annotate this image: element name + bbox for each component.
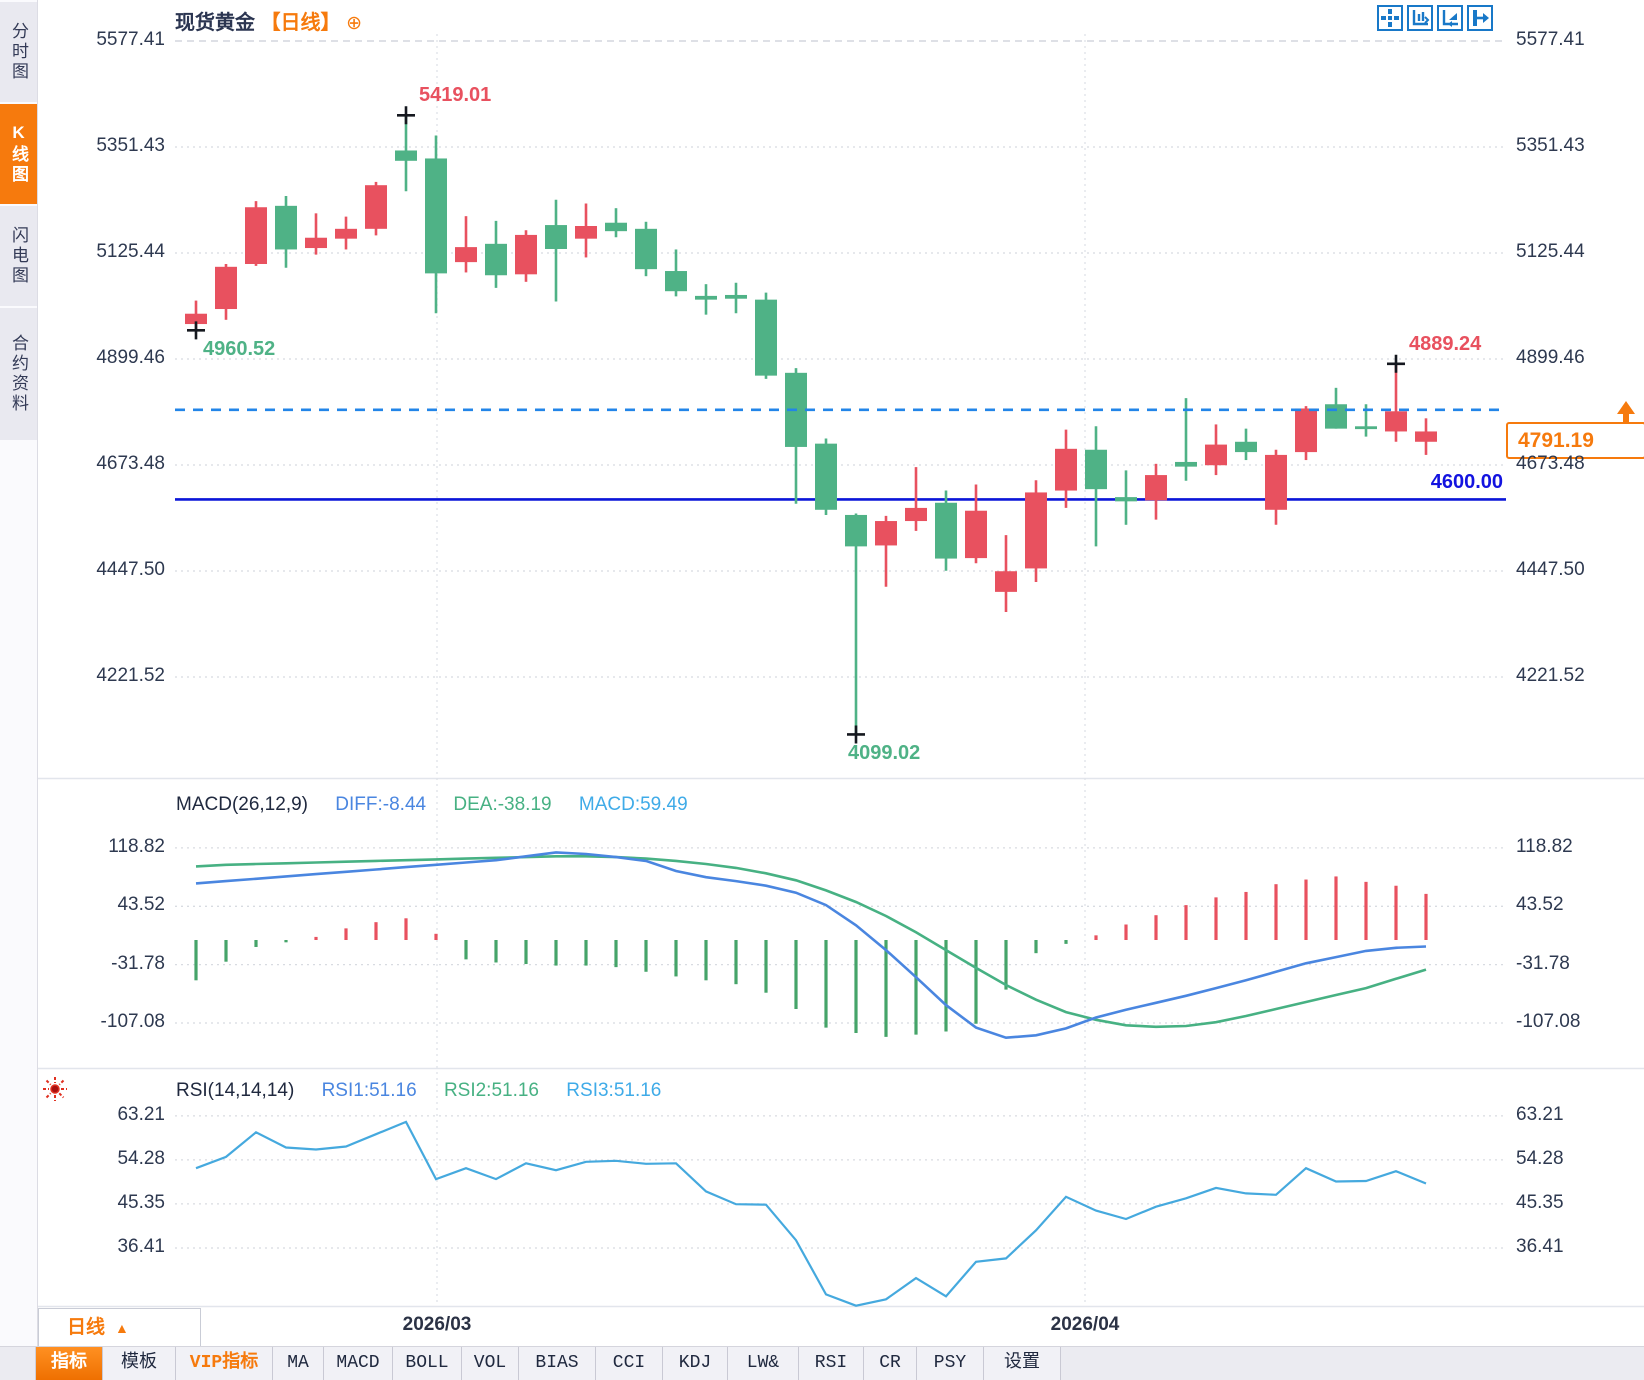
tab-CCI[interactable]: CCI	[596, 1347, 663, 1380]
rsi-axis-label-right: 54.28	[1516, 1147, 1564, 1169]
price-axis-label-left: 5125.44	[96, 241, 165, 262]
add-compare-icon[interactable]: ⊕	[346, 13, 363, 34]
tabbar-spacer	[0, 1347, 36, 1380]
price-axis-label-left: 4447.50	[96, 559, 165, 580]
macd-axis-label-right: -107.08	[1516, 1011, 1581, 1032]
goto-latest-icon[interactable]	[1467, 5, 1493, 31]
tab-VIP指标[interactable]: VIP指标	[176, 1347, 273, 1380]
macd-axis-label-right: -31.78	[1516, 952, 1570, 974]
macd-axis-label-right: 43.52	[1516, 894, 1564, 916]
tab-BIAS[interactable]: BIAS	[519, 1347, 596, 1380]
tab-MACD[interactable]: MACD	[324, 1347, 393, 1380]
tab-MA[interactable]: MA	[273, 1347, 324, 1380]
rsi2-value: RSI2:51.16	[443, 1080, 540, 1101]
macd-axis-label-left: 43.52	[117, 894, 165, 916]
macd-axis-label-right: 118.82	[1516, 835, 1573, 857]
macd-macd-value: MACD:59.49	[578, 794, 688, 815]
period-selector[interactable]: 日线 ▲	[38, 1308, 201, 1347]
sidebar-item-2[interactable]: K线图	[0, 104, 37, 204]
price-axis-label-right: 5577.41	[1516, 29, 1585, 50]
period-selector-arrow-icon: ▲	[115, 1320, 129, 1336]
rsi1-value: RSI1:51.16	[321, 1080, 417, 1101]
high-price-annotation: 4889.24	[1409, 332, 1482, 355]
tab-指标[interactable]: 指标	[36, 1347, 103, 1380]
x-axis-date-1: 2026/03	[402, 1314, 472, 1335]
rsi-axis-label-left: 36.41	[117, 1236, 165, 1257]
tab-VOL[interactable]: VOL	[462, 1347, 519, 1380]
price-axis-label-left: 4221.52	[96, 665, 165, 686]
chart-title: 现货黄金 【日线】 ⊕	[175, 6, 362, 35]
tab-模板[interactable]: 模板	[103, 1347, 176, 1380]
period-tag: 【日线】	[260, 12, 341, 34]
macd-axis-label-left: -31.78	[111, 952, 165, 974]
price-axis-label-left: 5577.41	[96, 29, 165, 50]
tab-LW&[interactable]: LW&	[728, 1347, 799, 1380]
period-selector-label: 日线	[67, 1317, 106, 1338]
current-price-tag: 4791.19	[1506, 422, 1644, 459]
rsi3-value: RSI3:51.16	[566, 1080, 662, 1101]
macd-diff-value: DIFF:-8.44	[335, 794, 427, 815]
tab-KDJ[interactable]: KDJ	[663, 1347, 728, 1380]
macd-axis-label-left: -107.08	[100, 1011, 165, 1032]
sidebar: 分时图 K线图 闪电图 合约资料	[0, 0, 38, 1380]
tab-RSI[interactable]: RSI	[799, 1347, 864, 1380]
price-axis-label-right: 5125.44	[1516, 241, 1585, 262]
tab-CR[interactable]: CR	[864, 1347, 917, 1380]
low-price-annotation: 4960.52	[203, 338, 276, 361]
tab-PSY[interactable]: PSY	[917, 1347, 984, 1380]
rsi-params: RSI(14,14,14)	[176, 1080, 295, 1101]
chart-toolbar	[1377, 5, 1493, 31]
macd-axis-label-left: 118.82	[108, 835, 165, 857]
tab-设置[interactable]: 设置	[984, 1347, 1061, 1380]
high-price-annotation: 5419.01	[419, 84, 492, 107]
alert-sun-icon	[43, 1077, 67, 1101]
price-axis-label-right: 4447.50	[1516, 559, 1585, 580]
sidebar-item-3[interactable]: 闪电图	[0, 206, 37, 306]
rsi-axis-label-left: 63.21	[117, 1103, 165, 1125]
sidebar-item-1[interactable]: 分时图	[0, 2, 37, 102]
x-axis-date-2: 2026/04	[1050, 1314, 1120, 1335]
auto-scale-icon[interactable]	[1437, 5, 1463, 31]
rsi-axis-label-right: 36.41	[1516, 1236, 1564, 1257]
rsi-header: RSI(14,14,14) RSI1:51.16 RSI2:51.16 RSI3…	[176, 1080, 683, 1102]
price-axis-label-right: 4221.52	[1516, 665, 1585, 686]
sidebar-item-4[interactable]: 合约资料	[0, 308, 37, 440]
rsi-axis-label-right: 63.21	[1516, 1103, 1564, 1125]
pan-icon[interactable]	[1377, 5, 1403, 31]
macd-params: MACD(26,12,9)	[176, 794, 308, 815]
price-axis-label-left: 4673.48	[96, 453, 165, 474]
rsi-axis-label-right: 45.35	[1516, 1191, 1564, 1213]
rsi-axis-label-left: 45.35	[117, 1191, 165, 1213]
price-axis-label-left: 4899.46	[96, 347, 165, 368]
tab-BOLL[interactable]: BOLL	[393, 1347, 462, 1380]
price-axis-label-right: 4673.48	[1516, 453, 1585, 474]
macd-header: MACD(26,12,9) DIFF:-8.44 DEA:-38.19 MACD…	[176, 794, 710, 816]
price-axis-label-right: 5351.43	[1516, 134, 1585, 156]
price-axis-label-left: 5351.43	[96, 134, 165, 156]
axis-zoom-icon[interactable]	[1407, 5, 1433, 31]
rsi-axis-label-left: 54.28	[117, 1147, 165, 1169]
macd-dea-value: DEA:-38.19	[453, 794, 552, 815]
support-line-label: 4600.00	[1430, 471, 1503, 493]
price-axis-label-right: 4899.46	[1516, 347, 1585, 368]
low-price-annotation: 4099.02	[848, 742, 921, 765]
indicator-tabbar: 指标 模板 VIP指标 MA MACD BOLL VOL BIAS CCI KDJ LW& RSI CR…	[0, 1346, 1644, 1380]
symbol-name: 现货黄金	[175, 12, 255, 34]
